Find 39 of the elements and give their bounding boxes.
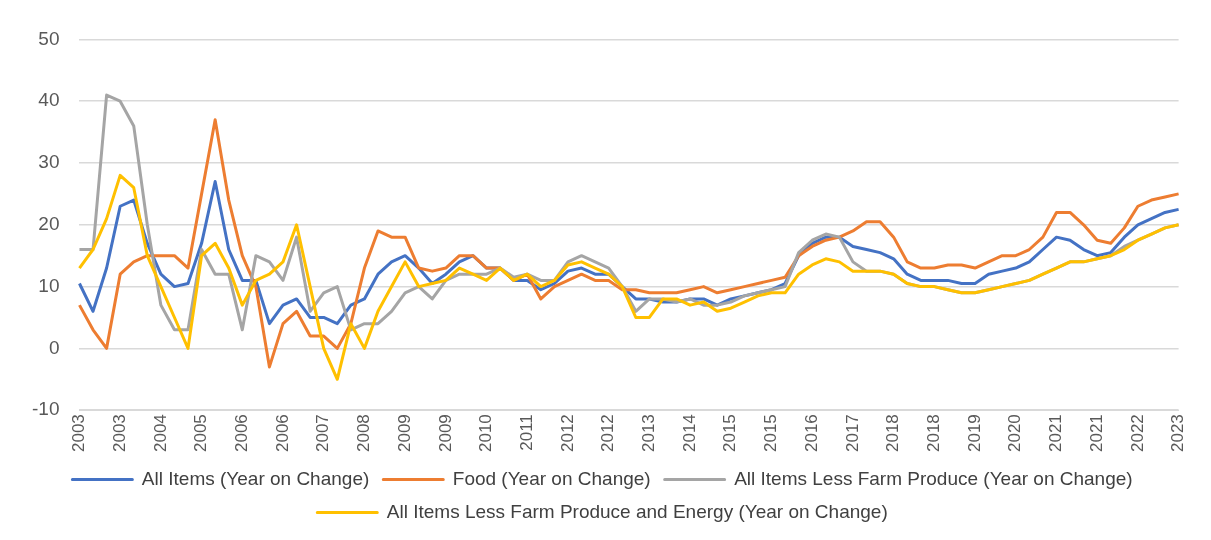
x-tick-label: 2003 (109, 414, 129, 453)
x-tick-label: 2004 (150, 414, 170, 453)
legend-label: Food (Year on Change) (452, 467, 651, 489)
legend-label: All Items Less Farm Produce and Energy (Year on Change) (386, 500, 888, 522)
y-tick-label: 20 (38, 213, 60, 235)
y-tick-label: -10 (31, 398, 60, 420)
x-tick-label: 2015 (761, 414, 781, 453)
x-tick-label: 2014 (679, 414, 699, 453)
x-tick-label: 2012 (598, 414, 618, 453)
x-tick-label: 2009 (435, 414, 455, 453)
y-tick-label: 0 (48, 336, 60, 358)
x-tick-label: 2006 (231, 414, 251, 453)
x-tick-label: 2021 (1046, 414, 1066, 453)
y-tick-label: 10 (38, 274, 60, 296)
x-tick-label: 2003 (69, 414, 89, 453)
x-tick-label: 2018 (883, 414, 903, 453)
x-tick-label: 2010 (476, 414, 496, 453)
y-tick-label: 30 (38, 151, 60, 173)
x-tick-label: 2016 (801, 414, 821, 453)
x-tick-label: 2023 (1168, 414, 1188, 453)
x-tick-label: 2019 (964, 414, 984, 453)
x-tick-label: 2022 (1127, 414, 1147, 453)
x-tick-label: 2008 (354, 414, 374, 453)
x-tick-label: 2011 (516, 414, 536, 451)
x-tick-label: 2012 (557, 414, 577, 453)
x-tick-label: 2005 (191, 414, 211, 453)
x-tick-label: 2017 (842, 414, 862, 453)
x-tick-label: 2006 (272, 414, 292, 453)
x-tick-label: 2009 (394, 414, 414, 453)
x-tick-label: 2013 (639, 414, 659, 453)
legend-label: All Items (Year on Change) (141, 467, 370, 489)
legend-label: All Items Less Farm Produce (Year on Change) (734, 467, 1133, 489)
y-tick-label: 50 (38, 27, 60, 49)
x-tick-label: 2018 (924, 414, 944, 453)
y-tick-label: 40 (38, 89, 60, 111)
x-tick-label: 2021 (1086, 414, 1106, 453)
x-tick-label: 2020 (1005, 414, 1025, 453)
x-tick-label: 2007 (313, 414, 333, 453)
x-tick-label: 2015 (720, 414, 740, 453)
